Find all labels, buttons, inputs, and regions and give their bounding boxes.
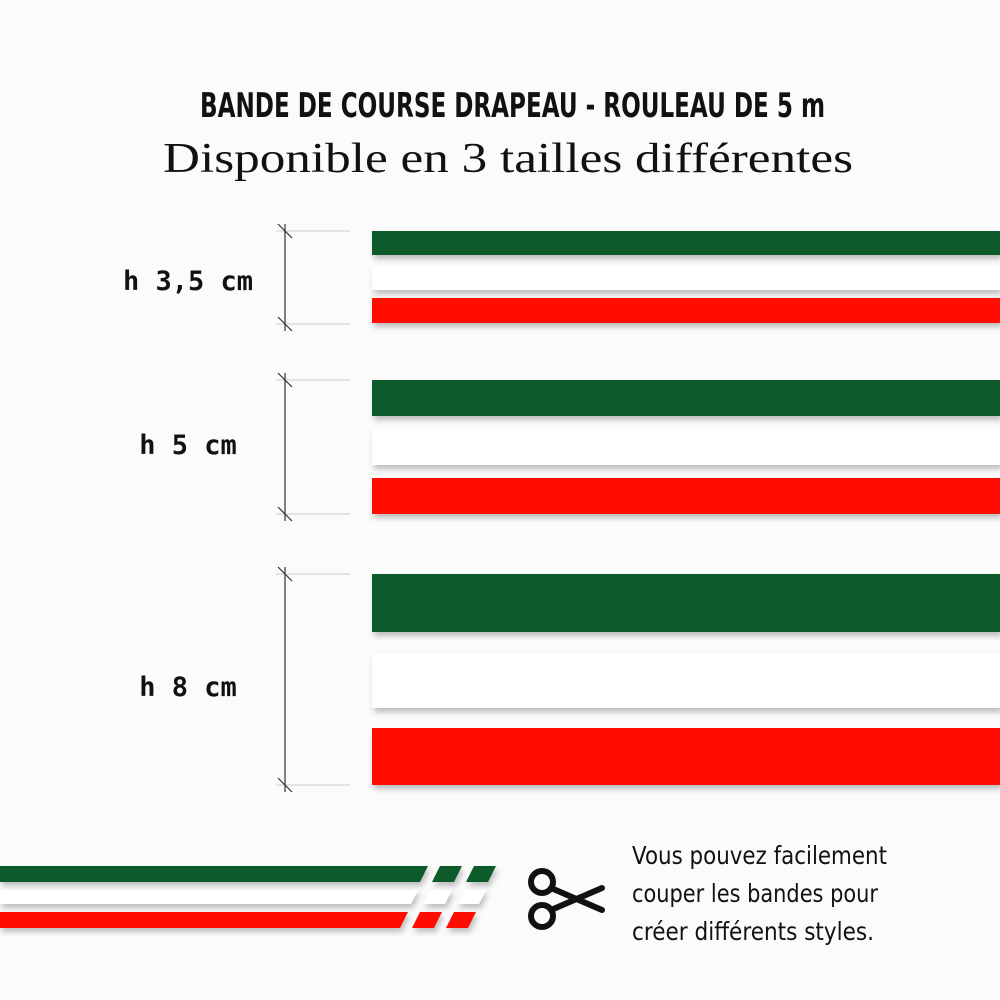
size-group: h 8 cm bbox=[139, 566, 1000, 793]
note-line: créer différents styles. bbox=[632, 917, 874, 946]
title: BANDE DE COURSE DRAPEAU - ROULEAU DE 5 m bbox=[200, 86, 825, 126]
white-stripe bbox=[372, 266, 1000, 290]
white-stripe bbox=[372, 429, 1000, 465]
red-stripe bbox=[372, 298, 1000, 323]
subtitle: Disponible en 3 tailles différentes bbox=[163, 136, 853, 182]
red-stripe bbox=[372, 728, 1000, 785]
white-stripe bbox=[372, 654, 1000, 708]
red-stripe bbox=[372, 478, 1000, 514]
scissors-icon bbox=[528, 868, 605, 930]
size-group: h 3,5 cm bbox=[123, 223, 1000, 332]
size-label: h 8 cm bbox=[139, 672, 237, 703]
size-label: h 5 cm bbox=[139, 430, 237, 461]
size-label: h 3,5 cm bbox=[123, 266, 253, 297]
cut-stripes-illustration bbox=[0, 866, 496, 928]
size-group: h 5 cm bbox=[139, 372, 1000, 522]
green-stripe bbox=[372, 380, 1000, 416]
note-line: couper les bandes pour bbox=[632, 879, 879, 908]
green-stripe bbox=[372, 231, 1000, 255]
note-line: Vous pouvez facilement bbox=[632, 841, 887, 870]
green-stripe bbox=[372, 574, 1000, 632]
